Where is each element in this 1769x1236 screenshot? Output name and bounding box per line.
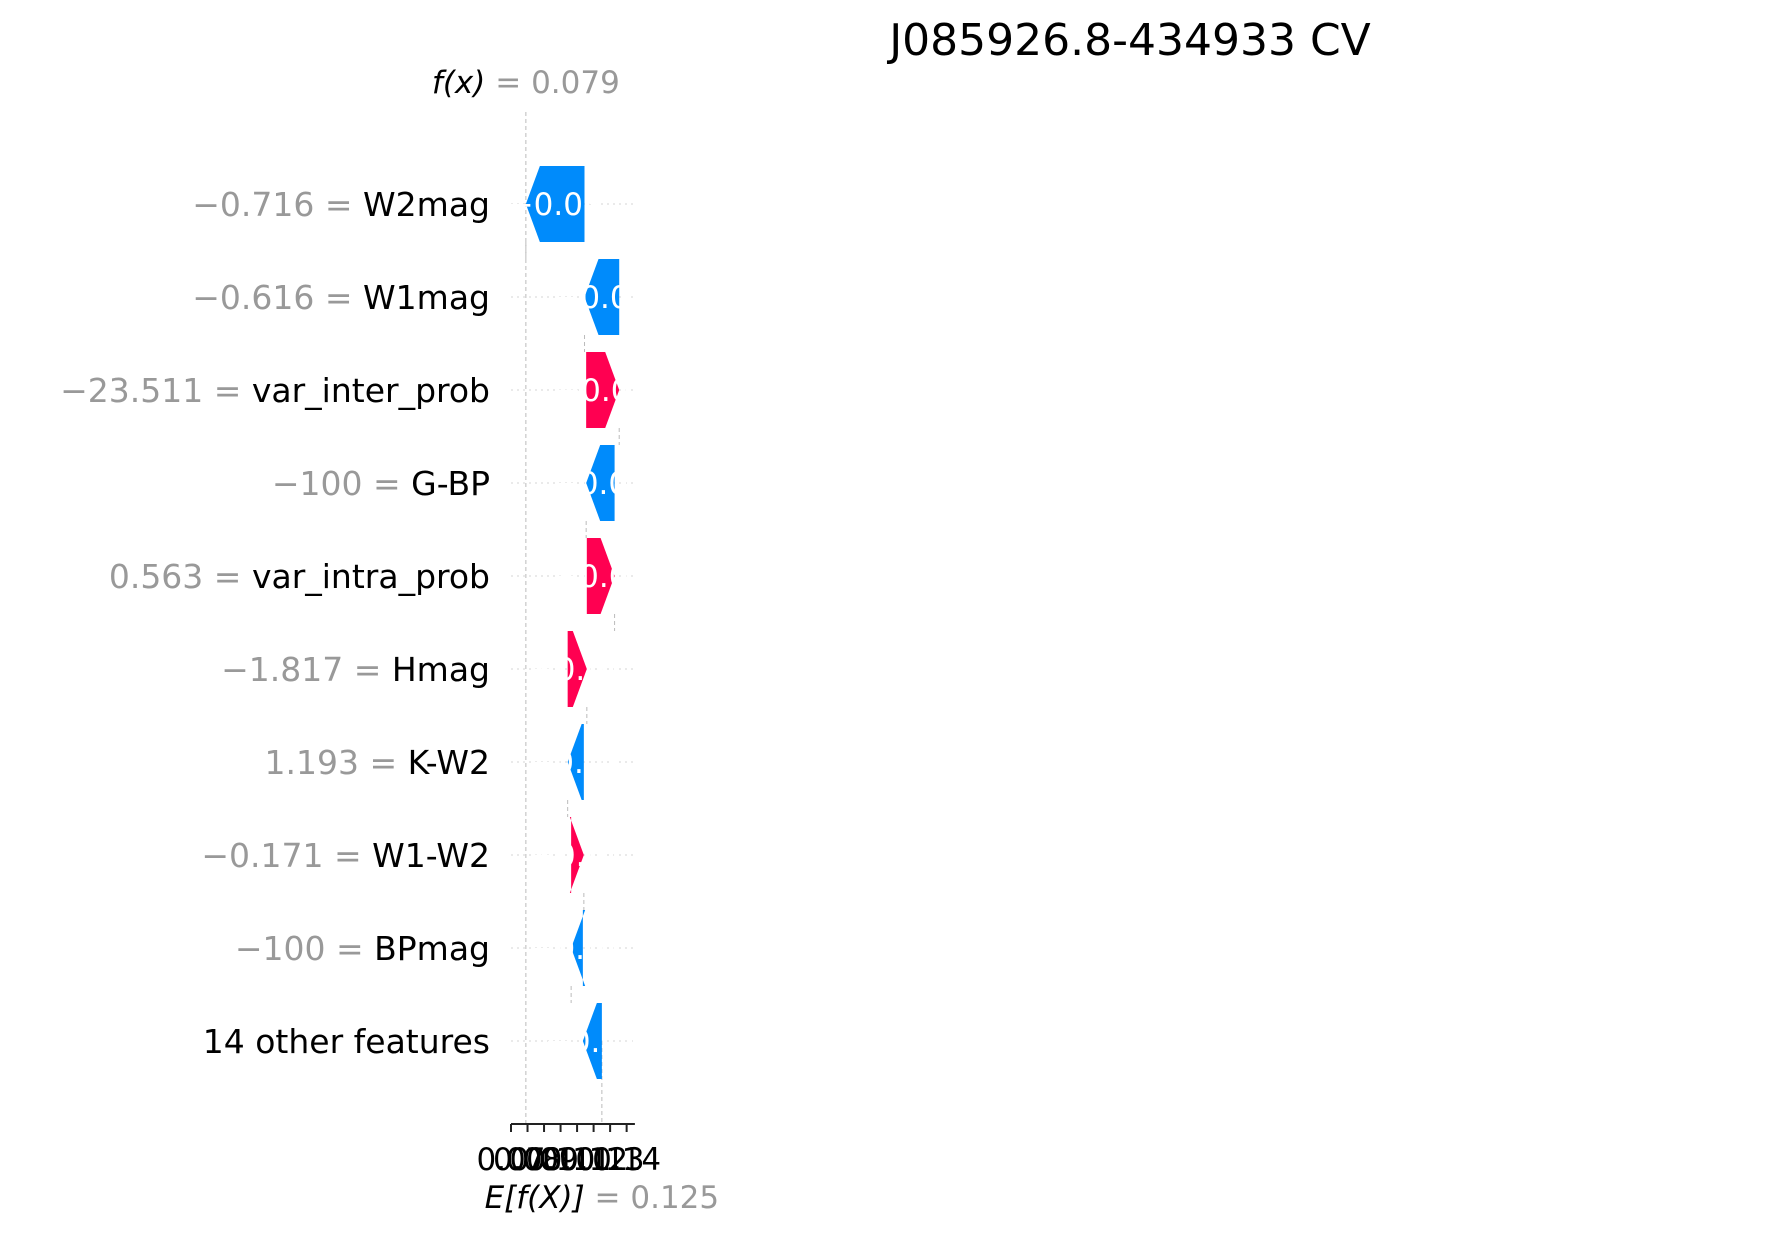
feature-name: var_inter_prob <box>252 371 490 410</box>
bar-hmag <box>567 631 587 707</box>
feature-name: var_intra_prob <box>252 557 490 596</box>
x-tick-label: 0.07 <box>476 1142 545 1178</box>
feature-name: Hmag <box>392 650 490 689</box>
feature-name: W2mag <box>363 185 490 224</box>
feature-value: −100 = <box>272 464 411 503</box>
connector-lines <box>525 112 620 1124</box>
bar-value-label: −0.02 <box>554 280 649 316</box>
bar-w2mag <box>525 166 585 242</box>
bar-var_inter_prob <box>586 352 620 428</box>
bar-value-label: −0.03 <box>508 187 603 223</box>
x-tick-label: 0.14 <box>592 1142 661 1178</box>
base-label: E[f(X)] <box>485 1180 595 1216</box>
bar-value-label: +0.02 <box>553 559 648 595</box>
feature-label: −100 = G-BP <box>272 464 490 503</box>
x-tick-label: 0.13 <box>576 1142 645 1178</box>
feature-value: −0.616 = <box>192 278 363 317</box>
x-tick-label: 0.12 <box>559 1142 628 1178</box>
x-tick-label: 0.08 <box>493 1142 562 1178</box>
feature-value: 1.193 = <box>265 743 408 782</box>
feature-name: BPmag <box>374 929 490 968</box>
bar-w1-w2 <box>569 817 584 893</box>
bar-value-label: −0.01 <box>528 745 623 781</box>
x-tick-label: 0.11 <box>543 1142 612 1178</box>
feature-value: −0.171 = <box>201 836 372 875</box>
annotations: f(x) = 0.079 E[f(X)] = 0.125 <box>432 65 719 1216</box>
feature-label: −0.171 = W1-W2 <box>201 836 490 875</box>
feature-name: W1-W2 <box>372 836 490 875</box>
bar-w1mag <box>584 259 620 335</box>
feature-label: 1.193 = K-W2 <box>265 743 490 782</box>
feature-label: 0.563 = var_intra_prob <box>109 557 490 596</box>
feature-label: −0.716 = W2mag <box>192 185 490 224</box>
x-axis: 0.070.080.090.100.110.120.130.14 <box>476 1123 661 1178</box>
bars: −0.03 −0.02 +0.02 −0.02 +0.02 +0.01 −0.01 +0.01… <box>508 166 650 1079</box>
feature-label: −1.817 = Hmag <box>221 650 490 689</box>
feature-value: −0.716 = <box>192 185 363 224</box>
feature-name: 14 other features <box>203 1022 490 1061</box>
feature-label: −0.616 = W1mag <box>192 278 490 317</box>
bar-14-other-features <box>582 1003 602 1079</box>
feature-value: −100 = <box>235 929 374 968</box>
feature-label: −100 = BPmag <box>235 929 490 968</box>
x-tick-label: 0.09 <box>510 1142 579 1178</box>
feature-name: K-W2 <box>408 743 490 782</box>
bar-bpmag <box>571 910 586 986</box>
fx-value: = 0.079 <box>495 65 620 101</box>
feature-name: W1mag <box>363 278 490 317</box>
bar-value-label: −0.01 <box>529 931 624 967</box>
fx-annotation: f(x) = 0.079 <box>432 65 620 101</box>
feature-value: −1.817 = <box>221 650 392 689</box>
bar-value-label: +0.01 <box>530 652 625 688</box>
feature-value: 0.563 = <box>109 557 252 596</box>
bar-k-w2 <box>567 724 584 800</box>
feature-label: −23.511 = var_inter_prob <box>60 371 490 410</box>
feature-name: G-BP <box>411 464 490 503</box>
feature-value: −23.511 = <box>60 371 252 410</box>
fx-label: f(x) <box>432 65 495 101</box>
bar-value-label: −0.02 <box>553 466 648 502</box>
bar-value-label: +0.01 <box>530 838 625 874</box>
bar-value-label: +0.02 <box>555 373 650 409</box>
bar-g-bp <box>586 445 615 521</box>
bar-value-label: −0.01 <box>545 1024 640 1060</box>
base-value: = 0.125 <box>595 1180 720 1216</box>
base-annotation: E[f(X)] = 0.125 <box>485 1180 720 1216</box>
feature-label: 14 other features <box>203 1022 490 1061</box>
bar-var_intra_prob <box>586 538 615 614</box>
x-tick-label: 0.10 <box>526 1142 595 1178</box>
feature-labels: −0.716 = W2mag −0.616 = W1mag −23.511 = va… <box>60 185 490 1061</box>
chart-title: J085926.8-434933 CV <box>886 15 1371 66</box>
